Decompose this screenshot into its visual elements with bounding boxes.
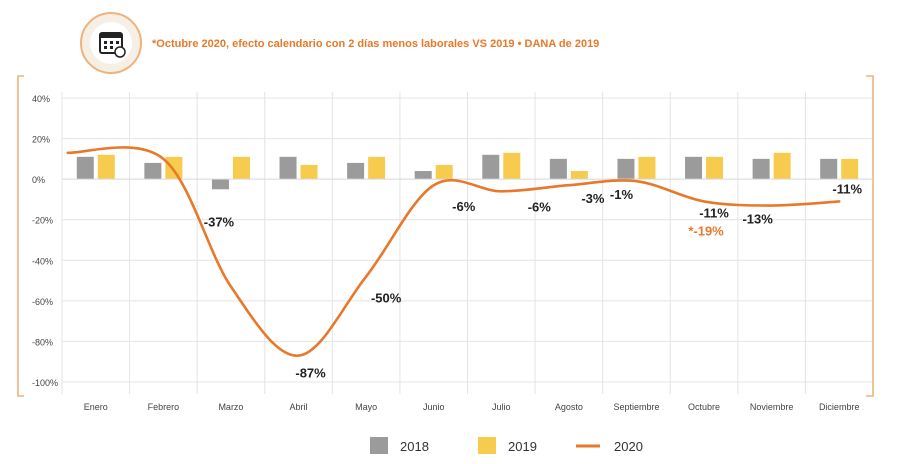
bar-2018 (549, 158, 567, 180)
right-bracket (866, 75, 874, 397)
bar-2018 (347, 162, 365, 180)
bar-2019 (503, 152, 521, 180)
bar-2018 (482, 154, 500, 180)
data-label-2020: -3% (581, 191, 605, 206)
calendar-badge (80, 12, 142, 74)
x-tick-label: Diciembre (819, 402, 860, 412)
bar-2019 (841, 158, 859, 180)
x-tick-label: Octubre (688, 402, 720, 412)
data-label-2020: -37% (204, 215, 235, 230)
badge-inner (90, 22, 132, 64)
bar-2019 (638, 156, 656, 180)
x-tick-label: Enero (84, 402, 108, 412)
line-2020 (66, 146, 841, 357)
legend-swatch-2018 (370, 437, 388, 454)
data-label-2020: -50% (371, 291, 402, 306)
data-label-2020: -6% (452, 199, 476, 214)
data-label-2020: -6% (528, 199, 552, 214)
x-tick-label: Julio (492, 402, 511, 412)
legend-label: 2019 (508, 439, 537, 454)
legend-label: 2018 (400, 439, 429, 454)
bar-2018 (752, 158, 770, 180)
x-tick-label: Febrero (148, 402, 180, 412)
bar-2018 (414, 171, 432, 180)
calendar-icon (99, 32, 126, 58)
bar-2019 (435, 164, 453, 180)
left-bracket (17, 75, 24, 397)
x-tick-label: Mayo (355, 402, 377, 412)
bar-2018 (279, 156, 297, 180)
y-tick-label: -80% (32, 337, 53, 347)
bar-2019 (570, 171, 588, 180)
bar-2019 (97, 154, 115, 180)
chart-note: *Octubre 2020, efecto calendario con 2 d… (152, 38, 600, 50)
bar-2018 (211, 179, 229, 190)
y-tick-label: 0% (32, 175, 45, 185)
bar-2019 (300, 164, 318, 180)
x-tick-label: Agosto (555, 402, 583, 412)
legend-swatch-2019 (478, 437, 496, 454)
y-tick-label: -100% (32, 378, 58, 388)
bar-2018 (685, 156, 703, 180)
data-label-2020: -11% (832, 181, 862, 196)
y-tick-label: -60% (32, 297, 53, 307)
data-label-2020: -1% (610, 187, 634, 202)
data-label-2020: -13% (742, 212, 773, 227)
x-tick-label: Noviembre (750, 402, 794, 412)
bar-2019 (706, 156, 724, 180)
data-label-october-asterisk: *-19% (688, 223, 724, 238)
bar-2018 (820, 158, 838, 180)
bar-2019 (368, 156, 386, 180)
y-tick-label: 20% (32, 135, 50, 145)
x-tick-label: Marzo (218, 402, 243, 412)
bar-2018 (76, 156, 94, 180)
y-tick-label: 40% (32, 94, 50, 104)
data-label-2020: -11% (699, 205, 729, 220)
x-tick-label: Junio (423, 402, 445, 412)
legend-label: 2020 (614, 439, 643, 454)
data-label-2020: -87% (295, 366, 326, 381)
bar-2018 (144, 162, 162, 180)
bar-2019 (232, 156, 250, 180)
y-tick-label: -40% (32, 256, 53, 266)
bar-2018 (617, 158, 635, 180)
y-tick-label: -20% (32, 216, 53, 226)
bar-2019 (165, 156, 183, 180)
x-tick-label: Abril (290, 402, 308, 412)
x-tick-label: Septiembre (613, 402, 659, 412)
bar-2019 (773, 152, 791, 180)
